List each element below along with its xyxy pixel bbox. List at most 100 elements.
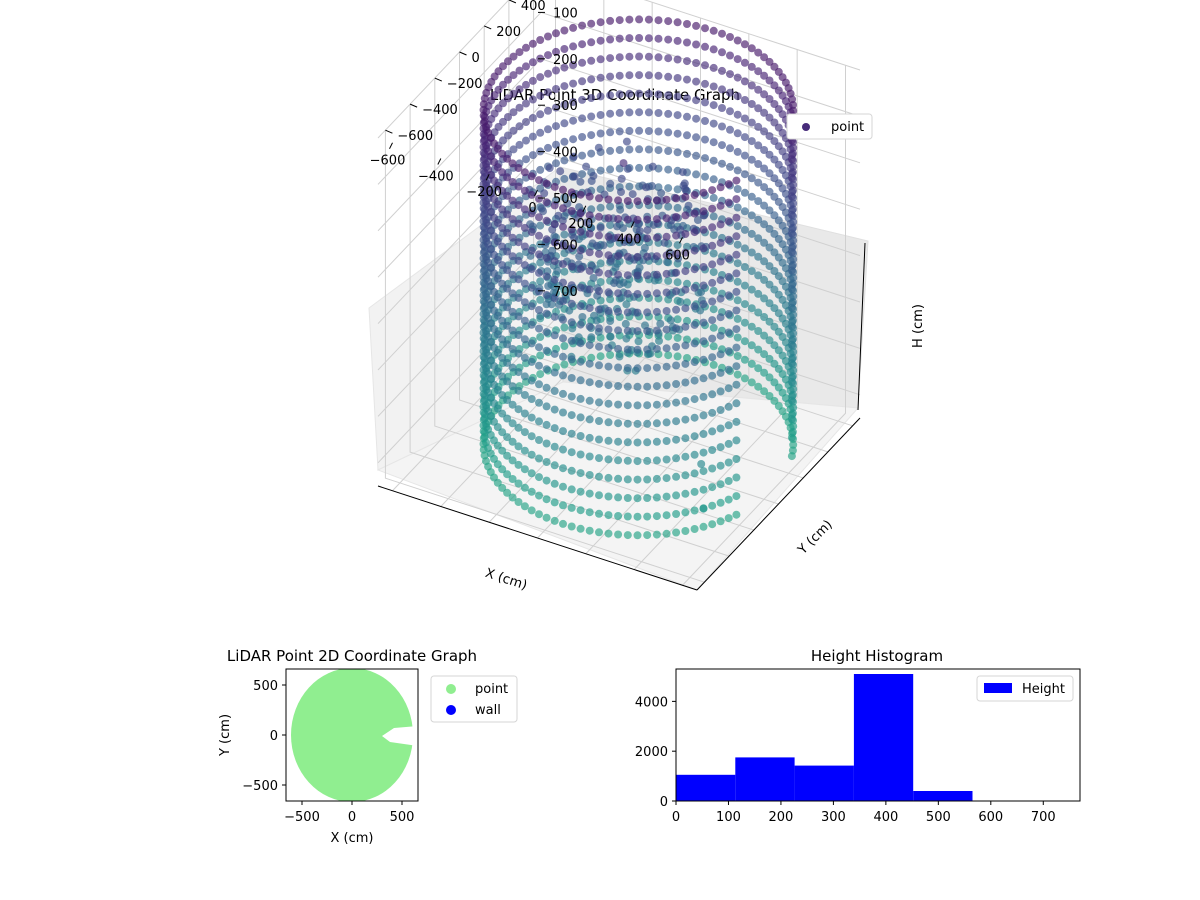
point-3d <box>732 343 741 352</box>
grid-line-y <box>409 104 730 557</box>
histogram-legend-swatch <box>984 683 1012 693</box>
point-3d <box>770 100 779 108</box>
point-3d <box>724 254 733 263</box>
point-3d <box>754 197 763 206</box>
point-3d <box>479 100 488 109</box>
point-3d <box>740 225 749 234</box>
y-tick-mark <box>508 0 517 4</box>
point-3d <box>681 304 690 313</box>
point-3d <box>709 342 718 351</box>
point-3d <box>664 165 673 174</box>
point-3d <box>527 469 536 478</box>
point-3d <box>508 289 517 298</box>
x-tick-label: 100 <box>716 810 741 825</box>
point-3d <box>699 188 708 197</box>
point-3d <box>709 231 718 239</box>
point-3d <box>673 92 682 101</box>
point-3d <box>498 205 507 214</box>
point-3d <box>652 400 661 409</box>
point-3d <box>692 77 701 86</box>
point-3d <box>789 273 798 282</box>
point-3d <box>732 306 741 315</box>
point-3d <box>508 419 517 428</box>
x-tick-label: −200 <box>466 185 502 200</box>
point-3d <box>498 409 507 418</box>
point-3d <box>576 264 585 273</box>
point-3d <box>770 229 779 238</box>
point-3d <box>535 491 543 500</box>
y-tick-label: 0 <box>270 729 278 744</box>
point-3d <box>724 291 733 300</box>
point-3d <box>662 344 671 353</box>
point-3d <box>522 99 530 108</box>
point-3d <box>724 235 733 244</box>
point-3d <box>585 341 594 350</box>
point-3d <box>550 232 559 241</box>
point-3d <box>633 419 642 428</box>
y-tick-label: 200 <box>496 25 521 40</box>
point-3d <box>623 215 632 224</box>
point-3d <box>692 114 701 123</box>
point-3d <box>527 190 536 199</box>
point-3d <box>699 430 708 438</box>
point-3d <box>708 446 717 454</box>
point-3d <box>696 306 705 315</box>
point-3d <box>536 351 545 360</box>
point-3d <box>690 469 699 478</box>
point-3d <box>567 318 576 327</box>
point-3d <box>760 331 769 340</box>
y-tick-label: −600 <box>397 129 433 144</box>
point-3d <box>699 244 708 253</box>
point-3d <box>655 336 663 345</box>
histogram-bar <box>676 774 736 801</box>
point-3d <box>643 531 652 540</box>
point-3d <box>498 149 507 158</box>
point-3d <box>754 85 763 94</box>
point-3d <box>527 246 536 255</box>
point-3d <box>770 137 779 146</box>
point-3d <box>520 483 529 492</box>
point-3d <box>614 530 623 539</box>
point-3d <box>503 210 512 219</box>
point-3d <box>652 493 661 502</box>
point-3d <box>765 132 774 141</box>
point-3d <box>732 380 741 389</box>
point-3d <box>604 288 613 297</box>
point-3d <box>664 91 673 100</box>
point-3d <box>690 265 699 274</box>
y-tick-mark <box>385 129 393 134</box>
point-3d <box>760 387 769 396</box>
point-3d <box>664 17 673 26</box>
point-3d <box>754 308 763 317</box>
point-3d <box>547 300 556 309</box>
point-3d <box>623 197 632 205</box>
point-3d <box>770 396 779 405</box>
point-3d <box>740 170 749 179</box>
point-3d <box>643 456 652 465</box>
point-3d <box>643 308 652 317</box>
point-3d <box>520 465 529 474</box>
point-3d <box>690 246 699 255</box>
point-3d <box>514 164 523 172</box>
point-3d <box>522 155 530 164</box>
point-3d <box>540 189 549 198</box>
point-3d <box>740 244 749 253</box>
x-tick-label: 200 <box>769 810 794 825</box>
point-3d <box>576 394 585 403</box>
point-3d <box>732 399 741 408</box>
point-3d <box>709 26 718 35</box>
point-3d <box>788 335 797 344</box>
point-3d <box>498 168 507 177</box>
point-3d <box>690 228 699 237</box>
point-3d <box>503 191 512 200</box>
point-3d <box>633 382 642 391</box>
point-3d <box>672 342 681 351</box>
point-3d <box>747 359 756 368</box>
point-3d <box>578 21 587 30</box>
point-3d <box>672 194 681 203</box>
point-3d <box>508 345 517 353</box>
point-3d <box>535 268 543 277</box>
point-3d <box>536 258 545 267</box>
point-3d <box>569 42 578 51</box>
point-3d <box>754 67 763 76</box>
